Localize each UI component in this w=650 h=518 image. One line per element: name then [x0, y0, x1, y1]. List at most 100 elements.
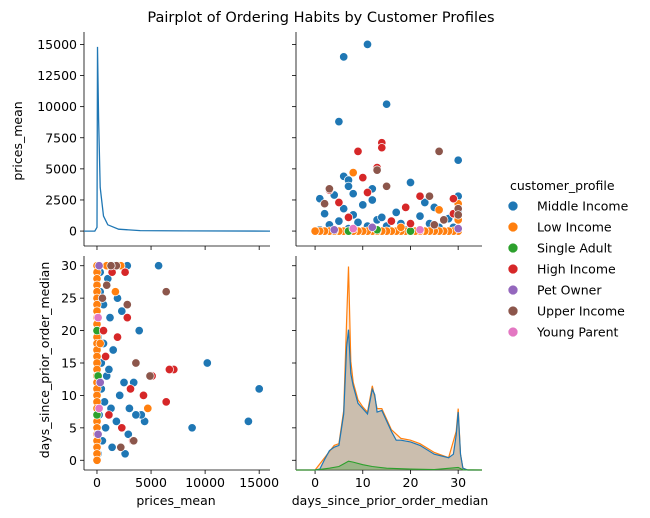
- x-axis-label-prices-mean: prices_mean: [136, 493, 215, 508]
- scatter-point: [161, 287, 171, 297]
- scatter-point: [122, 300, 132, 310]
- scatter-point: [320, 199, 330, 209]
- tl-y-tick-label: 12500: [37, 68, 77, 83]
- scatter-point: [95, 338, 105, 349]
- scatter-point: [362, 39, 373, 49]
- scatter-point: [93, 429, 103, 439]
- legend-marker: [507, 200, 519, 212]
- bl-y-tick-label: 15: [61, 356, 77, 371]
- scatter-point: [129, 436, 139, 446]
- bl-y-tick-label: 5: [69, 420, 77, 435]
- scatter-point: [123, 429, 133, 439]
- scatter-point: [362, 187, 373, 198]
- scatter-point: [405, 177, 416, 188]
- scatter-point: [377, 143, 387, 153]
- scatter-point: [420, 197, 430, 208]
- scatter-point: [202, 358, 212, 368]
- tl-y-tick-label: 5000: [45, 161, 77, 176]
- bl-y-tick-label: 10: [61, 388, 77, 403]
- scatter-point: [310, 226, 320, 236]
- legend-entry-label: Single Adult: [537, 241, 612, 256]
- scatter-point: [94, 403, 104, 413]
- scatter-point: [339, 204, 349, 214]
- scatter-point: [415, 211, 425, 221]
- legend-marker: [507, 326, 519, 338]
- scatter-point: [343, 212, 354, 222]
- scatter-point: [334, 216, 344, 226]
- scatter-point: [382, 99, 392, 109]
- scatter-point: [439, 215, 449, 225]
- scatter-point: [110, 287, 120, 297]
- scatter-point: [358, 173, 368, 183]
- scatter-point: [125, 384, 136, 394]
- bl-x-tick-label: 0: [93, 475, 101, 490]
- scatter-point: [124, 403, 134, 413]
- scatter-point: [98, 326, 109, 336]
- scatter-point: [106, 261, 116, 271]
- scatter-point: [367, 195, 377, 205]
- legend-marker: [507, 284, 519, 296]
- scatter-point: [131, 410, 141, 420]
- scatter-point: [254, 384, 264, 394]
- scatter-point: [448, 194, 458, 204]
- legend-entry-label: High Income: [537, 262, 616, 277]
- scatter-point: [415, 225, 425, 235]
- bl-y-tick-label: 0: [69, 453, 77, 468]
- legend-entry-label: Pet Owner: [537, 283, 602, 298]
- scatter-point: [320, 209, 330, 219]
- scatter-point: [453, 210, 463, 220]
- scatter-point: [138, 390, 149, 400]
- scatter-point: [434, 205, 444, 215]
- scatter-point: [429, 220, 439, 230]
- br-x-tick-label: 10: [355, 475, 371, 490]
- scatter-point: [348, 189, 358, 199]
- scatter-point: [108, 345, 118, 355]
- scatter-point: [134, 326, 144, 336]
- legend-entry-label: Upper Income: [537, 304, 625, 319]
- scatter-point: [102, 280, 112, 290]
- kde-line-single-adult: [296, 460, 483, 471]
- scatter-point: [120, 267, 130, 277]
- kde-line-prices-mean: [84, 46, 271, 232]
- panel-prices-mean-kde: 0 2500 5000 7500 10000 12500 15000: [37, 32, 271, 250]
- scatter-point: [115, 390, 125, 400]
- legend-entry-label: Low Income: [537, 220, 612, 235]
- br-x-tick-label: 30: [450, 475, 466, 490]
- scatter-point: [391, 207, 401, 217]
- scatter-point: [453, 155, 463, 165]
- scatter-point: [329, 225, 339, 235]
- scatter-point: [111, 416, 121, 426]
- panel-days-vs-prices-scatter: [292, 32, 482, 250]
- scatter-point: [143, 403, 153, 413]
- scatter-point: [119, 377, 129, 388]
- scatter-point: [424, 191, 435, 201]
- legend: customer_profile Middle Income Low Income…: [507, 178, 629, 340]
- br-x-tick-label: 20: [403, 475, 419, 490]
- scatter-point: [117, 423, 127, 433]
- scatter-point: [348, 168, 358, 178]
- scatter-point: [101, 423, 111, 433]
- scatter-point: [107, 442, 117, 452]
- scatter-point: [339, 52, 349, 62]
- scatter-point: [120, 449, 130, 459]
- kde-fill-total: [296, 329, 482, 470]
- scatter-point: [97, 293, 107, 303]
- scatter-point: [243, 416, 253, 426]
- scatter-point: [343, 181, 354, 191]
- scatter-point: [382, 181, 392, 191]
- panel-prices-vs-days-scatter: 0 5000 10000 15000 0 5 10 15 20 25 30: [61, 256, 279, 490]
- bl-x-tick-label: 15000: [239, 475, 279, 490]
- scatter-point: [401, 202, 411, 212]
- scatter-point: [415, 191, 425, 201]
- legend-marker: [507, 263, 519, 275]
- tl-y-tick-label: 2500: [45, 192, 77, 207]
- scatter-point: [112, 332, 123, 342]
- scatter-point: [358, 200, 368, 210]
- bl-y-tick-label: 20: [61, 323, 77, 338]
- br-x-tick-label: 0: [311, 475, 319, 490]
- bl-x-tick-label: 5000: [135, 475, 167, 490]
- scatter-point: [117, 306, 127, 316]
- scatter-point: [116, 442, 126, 452]
- scatter-point: [434, 146, 444, 156]
